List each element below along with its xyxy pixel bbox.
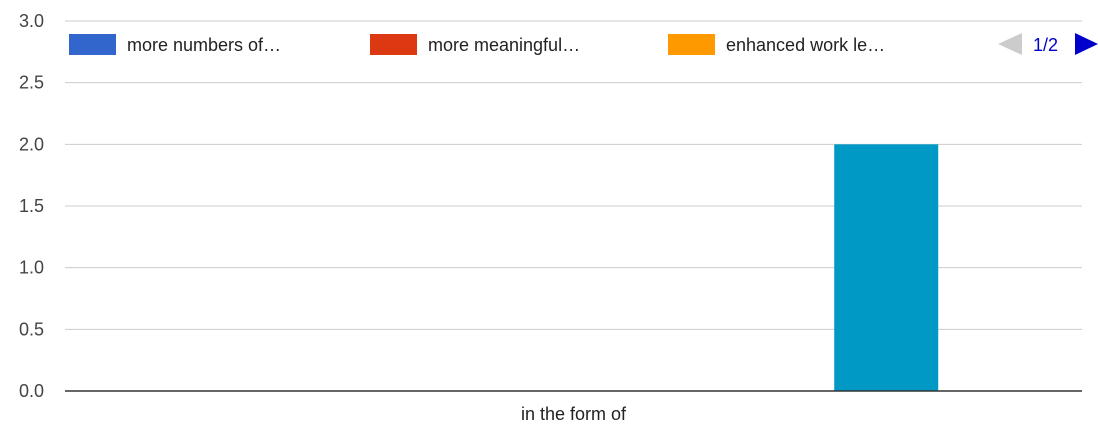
legend-pager: 1/2 [998, 33, 1098, 55]
y-tick-label: 0.0 [19, 381, 44, 401]
y-tick-label: 2.0 [19, 134, 44, 154]
legend-prev-page-icon[interactable] [998, 33, 1022, 55]
y-tick-label: 1.5 [19, 196, 44, 216]
legend-item[interactable]: more meaningful… [370, 34, 580, 55]
y-tick-label: 2.5 [19, 73, 44, 93]
legend-swatch [370, 34, 417, 55]
legend-item[interactable]: more numbers of… [69, 34, 281, 55]
legend-swatch [668, 34, 715, 55]
bar [834, 144, 939, 391]
legend-label: enhanced work le… [726, 35, 885, 55]
x-axis-category-labels: in the form of [521, 404, 627, 424]
legend-item[interactable]: enhanced work le… [668, 34, 885, 55]
y-tick-label: 1.0 [19, 258, 44, 278]
legend-page-indicator: 1/2 [1033, 35, 1058, 55]
legend-label: more numbers of… [127, 35, 281, 55]
y-tick-label: 3.0 [19, 11, 44, 31]
legend-swatch [69, 34, 116, 55]
y-tick-label: 0.5 [19, 319, 44, 339]
bars [834, 144, 939, 391]
legend-next-page-icon[interactable] [1075, 33, 1098, 55]
legend: more numbers of… more meaningful… enhanced… [69, 34, 885, 55]
x-category-label: in the form of [521, 404, 627, 424]
y-axis-tick-labels: 0.0 0.5 1.0 1.5 2.0 2.5 3.0 [19, 11, 44, 401]
legend-label: more meaningful… [428, 35, 580, 55]
